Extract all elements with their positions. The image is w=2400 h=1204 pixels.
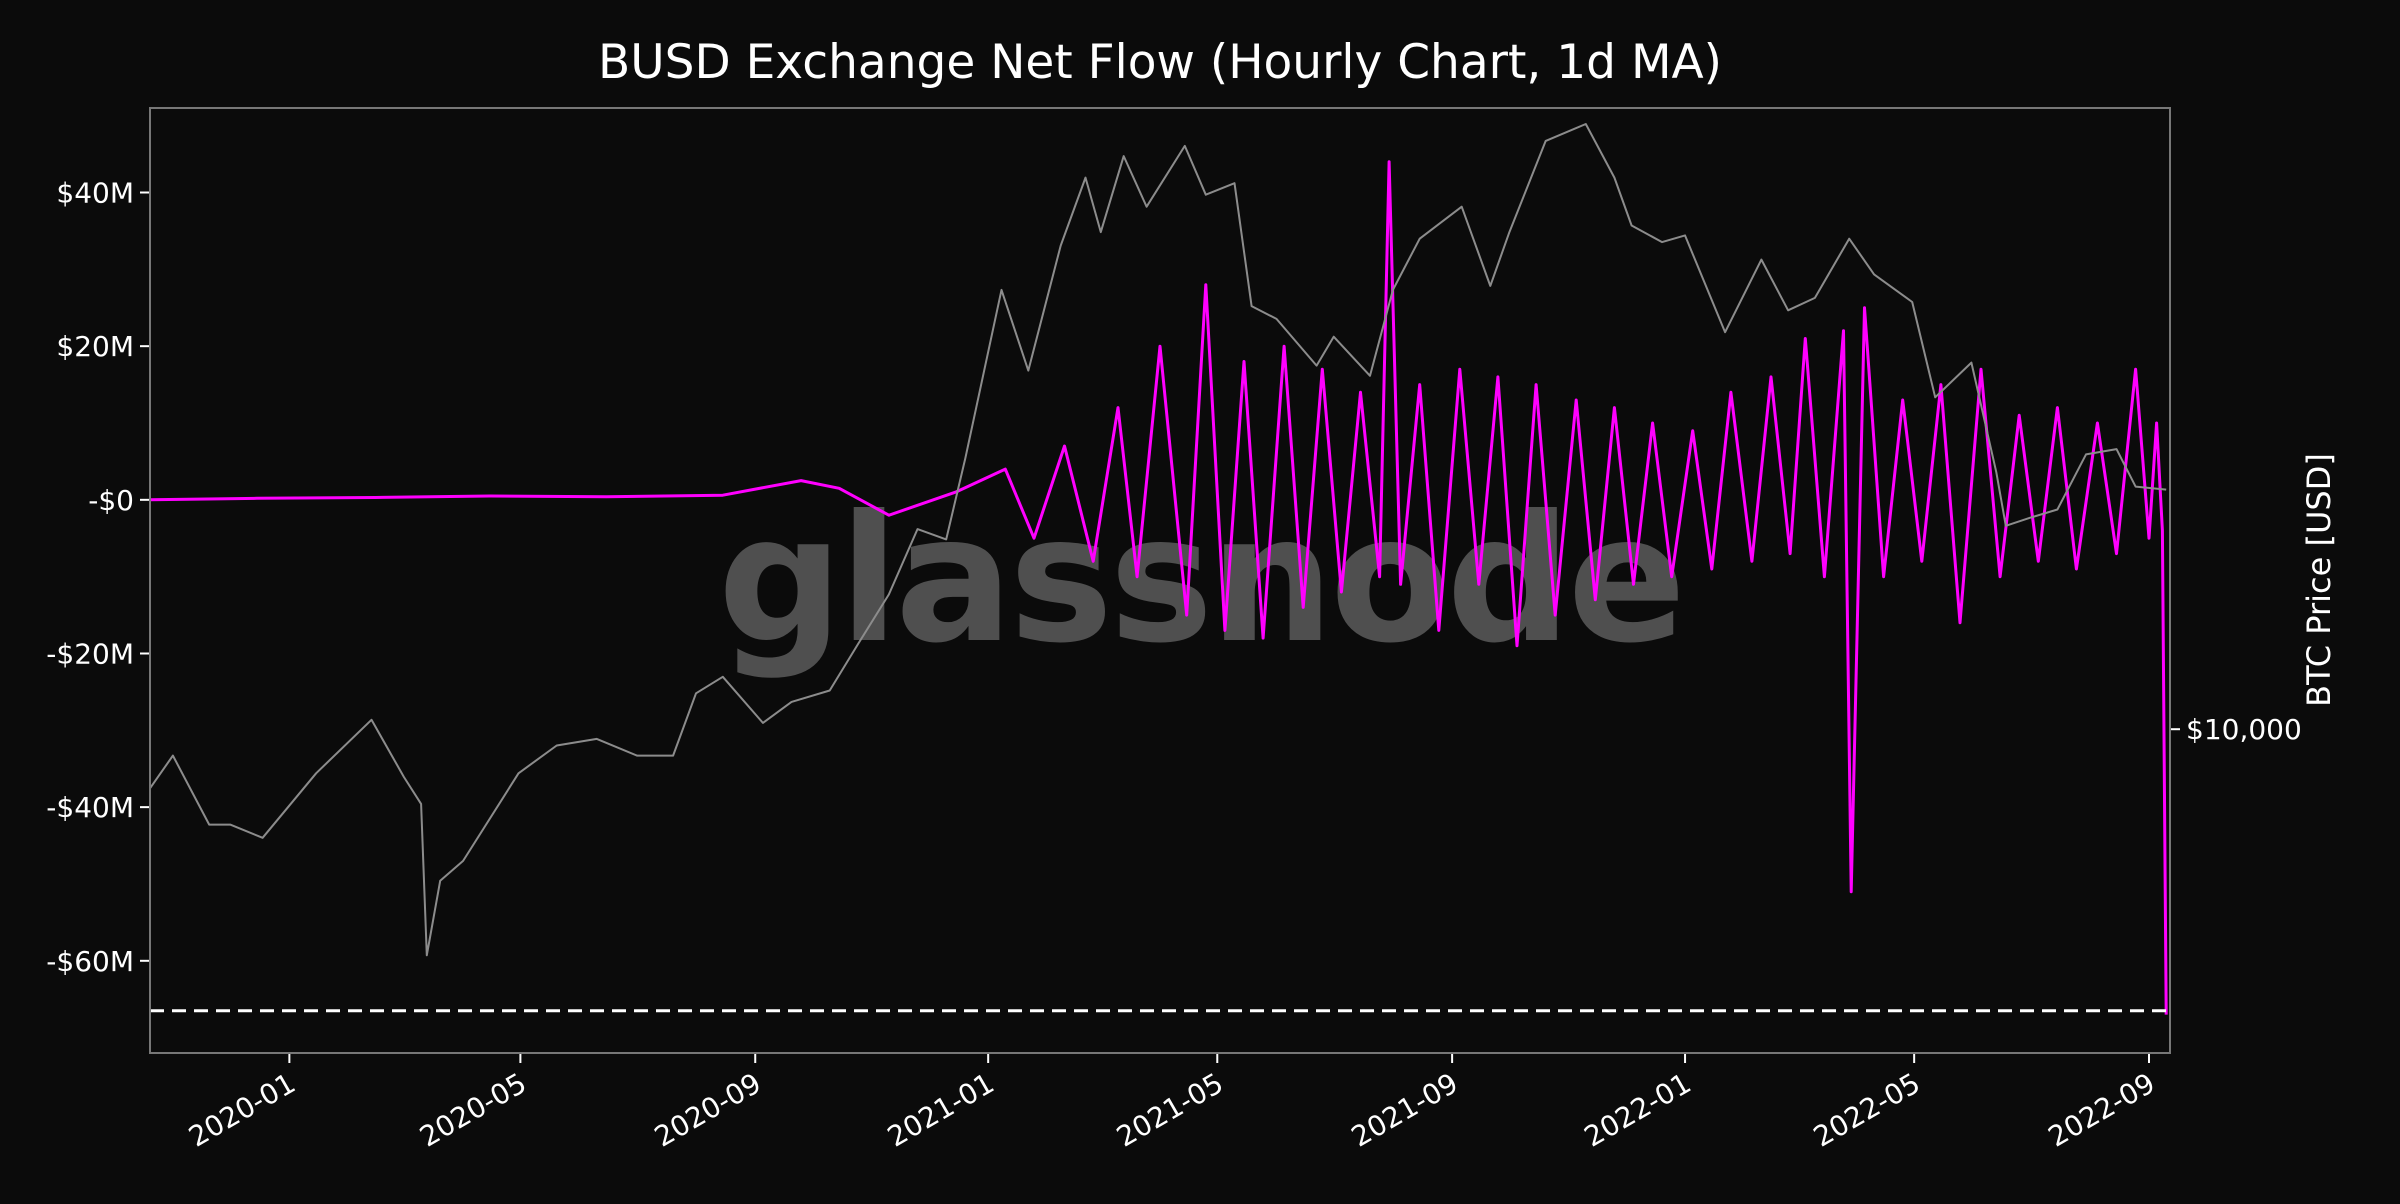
net-flow-series-line <box>149 160 2168 1015</box>
btc-price-series-line <box>149 123 2167 957</box>
left-y-tick-label: -$0 <box>88 484 134 517</box>
plot-frame <box>149 107 2171 1054</box>
left-y-tick-label: -$40M <box>46 791 134 824</box>
right-y-tick-label: $10,000 <box>2186 713 2302 746</box>
glassnode-watermark: glassnode <box>718 479 1682 682</box>
chart-title: BUSD Exchange Net Flow (Hourly Chart, 1d… <box>598 35 1722 90</box>
plot-layer <box>149 123 2170 1015</box>
left-y-tick-label: -$20M <box>46 637 134 670</box>
left-y-tick-label: -$60M <box>46 945 134 978</box>
left-y-tick-label: $20M <box>56 330 134 363</box>
right-axis-label: BTC Price [USD] <box>2300 453 2338 707</box>
left-y-tick-label: $40M <box>56 177 134 210</box>
